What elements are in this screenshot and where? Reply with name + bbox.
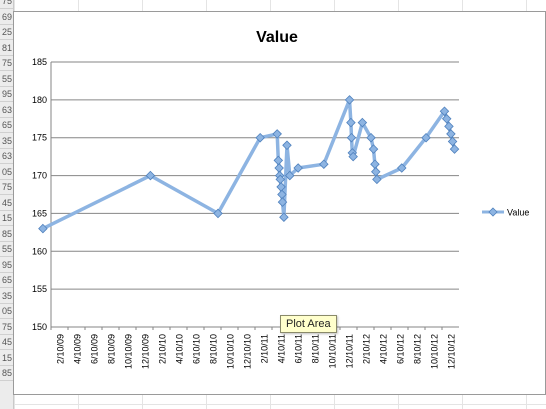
- x-tick-label: 2/10/11: [259, 334, 269, 363]
- line-chart[interactable]: Value 150 155 160 165 170 175 180 185 2/10/09 4/10…: [14, 12, 546, 396]
- row-number[interactable]: 35: [0, 134, 13, 149]
- x-tick-label: 4/10/10: [174, 334, 184, 364]
- y-tick-label: 170: [32, 171, 47, 181]
- row-number[interactable]: 63: [0, 149, 13, 164]
- data-point: [446, 129, 456, 139]
- row-number[interactable]: 45: [0, 335, 13, 350]
- row-number[interactable]: 95: [0, 87, 13, 102]
- data-point: [319, 159, 329, 169]
- y-tick-label: 155: [32, 284, 47, 294]
- row-number[interactable]: 81: [0, 41, 13, 56]
- chart-area[interactable]: Value 150 155 160 165 170 175 180 185 2/10/09 4/10…: [13, 11, 546, 395]
- data-point: [274, 163, 284, 173]
- data-point: [285, 170, 295, 181]
- row-number[interactable]: 55: [0, 72, 13, 87]
- row-number[interactable]: 95: [0, 258, 13, 273]
- data-point: [444, 121, 454, 132]
- data-point: [441, 114, 452, 124]
- x-tick-label: 10/10/11: [327, 334, 337, 368]
- row-number[interactable]: 63: [0, 103, 13, 118]
- y-tick-label: 165: [32, 208, 47, 218]
- row-number[interactable]: 85: [0, 227, 13, 242]
- x-tick-label: 10/10/10: [225, 334, 235, 369]
- row-number[interactable]: 15: [0, 351, 13, 366]
- x-tick-label: 4/10/11: [276, 334, 286, 363]
- x-tick-label: 12/10/09: [140, 334, 150, 369]
- data-point: [421, 132, 431, 143]
- x-tick-label: 12/10/10: [242, 334, 252, 369]
- y-tick-label: 180: [32, 95, 47, 105]
- row-number[interactable]: 75: [0, 180, 13, 195]
- chart-title: Value: [256, 29, 298, 46]
- data-point: [449, 144, 460, 154]
- row-number[interactable]: 35: [0, 289, 13, 304]
- data-point: [282, 140, 292, 151]
- x-tick-label: 2/10/12: [361, 334, 371, 364]
- row-number-strip: 75 69 25 81 75 55 95 63 65 35 63 05 75 45 15 85 55 95 65 35…: [0, 0, 14, 409]
- row-number[interactable]: 45: [0, 196, 13, 211]
- row-number[interactable]: 65: [0, 118, 13, 133]
- plot-area-tooltip: Plot Area: [280, 315, 337, 333]
- data-point: [38, 223, 48, 234]
- x-tick-label: 4/10/12: [378, 334, 388, 364]
- x-tick-label: 2/10/09: [55, 334, 65, 364]
- row-number[interactable]: 75: [0, 0, 13, 9]
- data-point: [273, 155, 284, 166]
- row-number[interactable]: 75: [0, 56, 13, 71]
- data-point: [439, 106, 450, 116]
- data-point: [366, 132, 376, 143]
- data-point: [213, 208, 223, 219]
- x-tick-label: 6/10/11: [293, 334, 303, 363]
- x-tick-label: 8/10/11: [310, 334, 320, 363]
- y-tick-label: 150: [32, 322, 47, 332]
- row-number[interactable]: 65: [0, 273, 13, 288]
- x-tick-label: 8/10/10: [208, 334, 218, 364]
- legend-marker: [488, 207, 498, 217]
- data-point: [368, 144, 379, 154]
- data-point: [145, 170, 156, 181]
- x-tick-label: 6/10/09: [89, 334, 99, 364]
- data-point: [396, 163, 407, 173]
- data-point: [346, 132, 357, 143]
- data-point: [255, 132, 265, 143]
- x-tick-label: 4/10/09: [72, 334, 82, 364]
- y-tick-label: 185: [32, 57, 47, 67]
- data-point: [279, 212, 289, 222]
- y-tick-label: 175: [32, 133, 47, 143]
- x-tick-label: 8/10/09: [106, 334, 116, 364]
- x-tick-label: 8/10/12: [412, 334, 422, 364]
- data-point: [357, 117, 368, 128]
- data-point: [372, 174, 382, 185]
- data-point: [272, 129, 282, 139]
- row-number[interactable]: 25: [0, 25, 13, 40]
- x-tick-label: 12/10/12: [446, 334, 456, 369]
- row-number[interactable]: 05: [0, 165, 13, 180]
- row-number[interactable]: 69: [0, 10, 13, 25]
- data-point: [344, 95, 355, 105]
- legend-label: Value: [507, 208, 529, 218]
- row-number[interactable]: 55: [0, 242, 13, 257]
- data-point: [348, 151, 358, 162]
- x-tick-label: 10/10/12: [429, 334, 439, 369]
- data-point: [277, 197, 288, 207]
- data-point: [371, 167, 381, 177]
- x-tick-label: 10/10/09: [123, 334, 133, 369]
- data-point: [346, 117, 356, 128]
- x-tick-label: 2/10/10: [157, 334, 167, 364]
- row-number[interactable]: 05: [0, 304, 13, 319]
- row-number[interactable]: 75: [0, 320, 13, 335]
- row-number[interactable]: 15: [0, 211, 13, 226]
- data-point: [447, 136, 458, 147]
- y-tick-label: 160: [32, 246, 47, 256]
- row-number[interactable]: 85: [0, 366, 13, 381]
- x-tick-label: 12/10/11: [344, 334, 354, 368]
- x-tick-label: 6/10/12: [395, 334, 405, 364]
- x-tick-label: 6/10/10: [191, 334, 201, 364]
- series-line: [41, 98, 457, 231]
- data-point: [370, 159, 380, 169]
- data-point: [293, 163, 303, 173]
